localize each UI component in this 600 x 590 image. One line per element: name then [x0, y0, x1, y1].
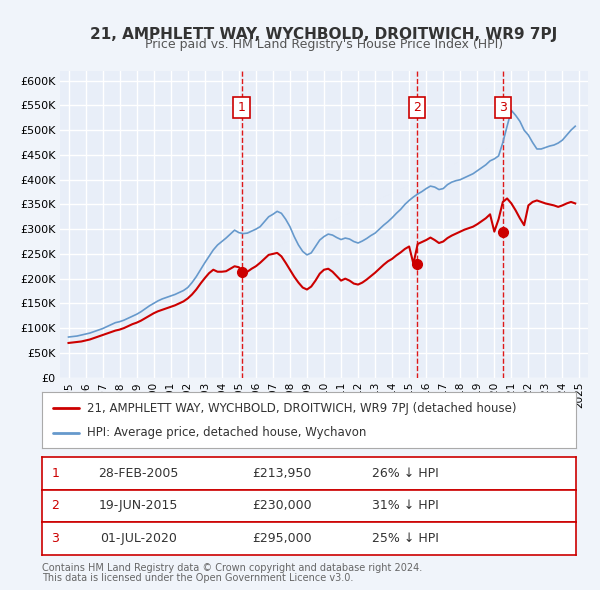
Text: HPI: Average price, detached house, Wychavon: HPI: Average price, detached house, Wych…: [88, 426, 367, 439]
Text: 1: 1: [238, 101, 245, 114]
Text: 31% ↓ HPI: 31% ↓ HPI: [372, 499, 439, 513]
Text: This data is licensed under the Open Government Licence v3.0.: This data is licensed under the Open Gov…: [42, 573, 353, 584]
Text: 28-FEB-2005: 28-FEB-2005: [98, 467, 178, 480]
Text: 2: 2: [52, 499, 59, 513]
Text: 3: 3: [52, 532, 59, 545]
Text: 19-JUN-2015: 19-JUN-2015: [98, 499, 178, 513]
Text: 25% ↓ HPI: 25% ↓ HPI: [371, 532, 439, 545]
Text: £230,000: £230,000: [253, 499, 312, 513]
Text: 1: 1: [52, 467, 59, 480]
Text: £213,950: £213,950: [253, 467, 312, 480]
Text: 26% ↓ HPI: 26% ↓ HPI: [372, 467, 439, 480]
Text: 3: 3: [499, 101, 507, 114]
Text: Contains HM Land Registry data © Crown copyright and database right 2024.: Contains HM Land Registry data © Crown c…: [42, 563, 422, 573]
Text: 01-JUL-2020: 01-JUL-2020: [100, 532, 176, 545]
Text: £295,000: £295,000: [253, 532, 312, 545]
Text: 21, AMPHLETT WAY, WYCHBOLD, DROITWICH, WR9 7PJ: 21, AMPHLETT WAY, WYCHBOLD, DROITWICH, W…: [91, 27, 557, 41]
Text: 2: 2: [413, 101, 421, 114]
Text: 21, AMPHLETT WAY, WYCHBOLD, DROITWICH, WR9 7PJ (detached house): 21, AMPHLETT WAY, WYCHBOLD, DROITWICH, W…: [88, 402, 517, 415]
Text: Price paid vs. HM Land Registry's House Price Index (HPI): Price paid vs. HM Land Registry's House …: [145, 38, 503, 51]
